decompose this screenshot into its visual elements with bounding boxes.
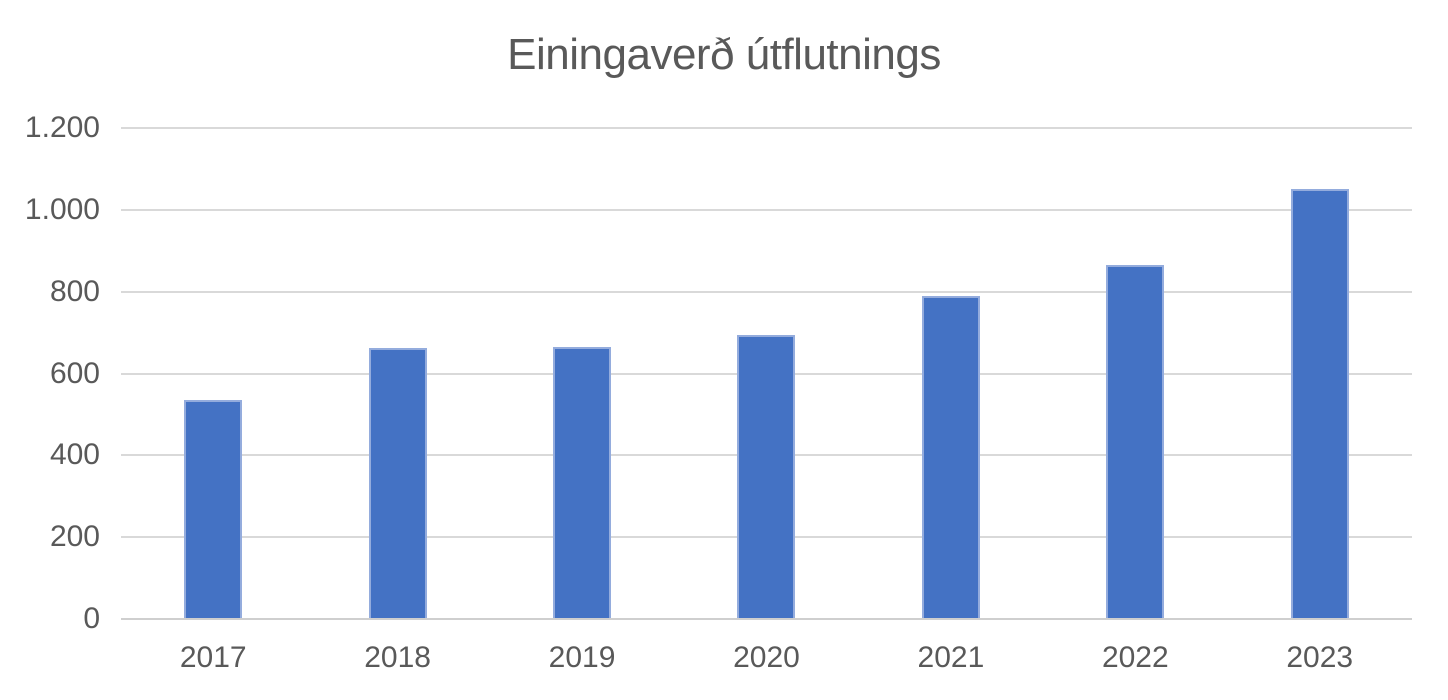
gridline-1.000 xyxy=(121,208,1412,211)
y-tick-label-400: 400 xyxy=(49,438,100,472)
category-cell-2021 xyxy=(859,128,1043,619)
x-tick-label-2019: 2019 xyxy=(548,641,616,674)
x-tick-label-2021: 2021 xyxy=(917,641,985,674)
bar-2018 xyxy=(368,348,427,619)
x-axis-line xyxy=(121,618,1412,620)
x-axis: 2017 2018 2019 2020 2021 2022 2023 xyxy=(121,640,1412,676)
category-cell-2018 xyxy=(305,128,489,619)
y-tick-label-600: 600 xyxy=(49,356,100,390)
category-cell-2017 xyxy=(121,128,305,619)
category-cell-2022 xyxy=(1043,128,1227,619)
category-cell-2020 xyxy=(674,128,858,619)
bar-2021 xyxy=(921,295,980,619)
x-tick-label-2020: 2020 xyxy=(733,641,800,674)
y-tick-label-1.200: 1.200 xyxy=(24,111,100,144)
y-axis: 0 200 400 600 800 1.000 1.200 xyxy=(0,111,100,635)
bar-series xyxy=(121,128,1412,619)
y-tick-label-0: 0 xyxy=(83,602,100,635)
x-tick-label-2017: 2017 xyxy=(179,641,247,674)
bar-2022 xyxy=(1106,265,1165,619)
y-tick-label-800: 800 xyxy=(49,274,100,308)
plot-area xyxy=(121,127,1412,620)
bar-2023 xyxy=(1290,188,1349,619)
x-tick-label-2023: 2023 xyxy=(1286,641,1354,674)
y-tick-label-1.000: 1.000 xyxy=(24,192,100,226)
gridline-1.200 xyxy=(121,127,1412,129)
x-tick-label-2022: 2022 xyxy=(1101,641,1169,674)
y-tick-label-200: 200 xyxy=(49,520,100,554)
category-cell-2023 xyxy=(1228,128,1412,619)
category-cell-2019 xyxy=(490,128,674,619)
bar-2020 xyxy=(737,335,796,619)
gridline-800 xyxy=(121,290,1412,293)
bar-2019 xyxy=(553,346,612,619)
chart-title: Einingaverð útflutnings xyxy=(507,30,941,79)
bar-2017 xyxy=(184,400,243,619)
x-tick-label-2018: 2018 xyxy=(364,641,431,674)
